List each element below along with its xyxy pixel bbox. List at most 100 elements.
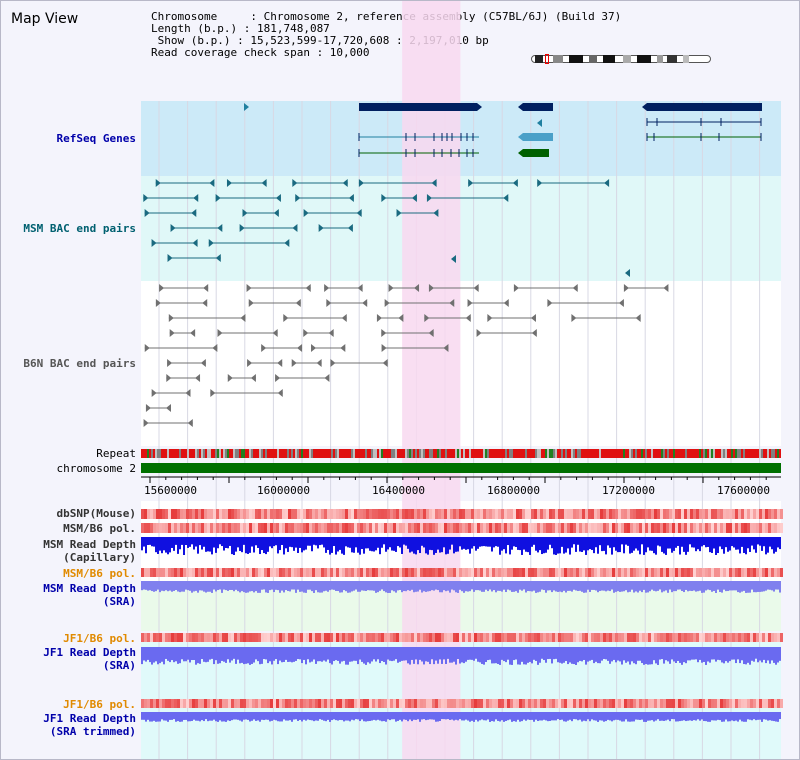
heat-strip-cell: [348, 633, 351, 642]
heat-strip-cell: [540, 633, 543, 642]
heat-strip-cell: [501, 699, 504, 708]
heat-strip-cell: [726, 633, 729, 642]
heat-strip-cell: [759, 568, 762, 577]
repeat-segment: [443, 449, 445, 458]
repeat-segment: [617, 449, 619, 458]
read-depth-bar: [481, 712, 483, 720]
bac-end-marker: [326, 299, 332, 307]
repeat-segment: [273, 449, 275, 458]
read-depth-bar: [161, 647, 163, 662]
read-depth-bar: [755, 647, 757, 659]
heat-strip-cell: [318, 509, 321, 519]
read-depth-bar: [349, 537, 351, 548]
read-depth-bar: [443, 712, 445, 720]
heat-strip-cell: [252, 633, 255, 642]
heat-strip-cell: [729, 633, 732, 642]
heat-strip-cell: [453, 633, 456, 642]
heat-strip-cell: [504, 568, 507, 577]
heat-strip-cell: [222, 633, 225, 642]
repeat-segment: [477, 449, 479, 458]
heat-strip-cell: [384, 523, 387, 533]
heat-strip-cell: [210, 523, 213, 533]
heat-strip-cell: [762, 699, 765, 708]
heat-strip-cell: [411, 509, 414, 519]
read-depth-bar: [647, 647, 649, 665]
bac-end-marker: [324, 284, 330, 292]
bac-end-marker: [316, 359, 322, 367]
read-depth-bar: [385, 712, 387, 722]
heat-strip-cell: [663, 523, 666, 533]
read-depth-bar: [367, 712, 369, 722]
heat-strip-cell: [447, 633, 450, 642]
heat-strip-cell: [762, 509, 765, 519]
repeat-segment: [155, 449, 157, 458]
repeat-segment: [435, 449, 437, 458]
read-depth-bar: [427, 581, 429, 592]
repeat-segment: [483, 449, 485, 458]
heat-strip-cell: [426, 523, 429, 533]
heat-strip-cell: [423, 633, 426, 642]
heat-strip-cell: [150, 523, 153, 533]
heat-strip-cell: [549, 509, 552, 519]
heat-strip-cell: [597, 568, 600, 577]
read-depth-bar: [721, 581, 723, 593]
read-depth-bar: [619, 581, 621, 592]
heat-strip-cell: [609, 699, 612, 708]
heat-strip-cell: [414, 509, 417, 519]
read-depth-bar: [599, 581, 601, 591]
read-depth-bar: [571, 581, 573, 592]
heat-strip-cell: [774, 699, 777, 708]
heat-strip-cell: [462, 568, 465, 577]
read-depth-bar: [295, 647, 297, 661]
bac-end-marker: [277, 359, 283, 367]
gene-arrow: [477, 103, 482, 111]
heat-strip-cell: [195, 523, 198, 533]
read-depth-bar: [537, 647, 539, 665]
heat-strip-cell: [543, 633, 546, 642]
bac-end-marker: [362, 299, 368, 307]
repeat-segment: [521, 449, 523, 458]
heat-strip-cell: [714, 699, 717, 708]
chromosome-ideogram[interactable]: [531, 54, 711, 64]
read-depth-bar: [179, 537, 181, 550]
repeat-segment: [169, 449, 171, 458]
bac-end-marker: [247, 359, 253, 367]
heat-strip-cell: [651, 699, 654, 708]
heat-strip-cell: [315, 523, 318, 533]
read-depth-bar: [737, 581, 739, 593]
repeat-segment: [755, 449, 757, 458]
repeat-segment: [255, 449, 257, 458]
heat-strip-cell: [705, 633, 708, 642]
heat-strip-cell: [402, 523, 405, 533]
bac-end-marker: [348, 194, 354, 202]
heat-strip-cell: [561, 633, 564, 642]
heat-strip-cell: [228, 509, 231, 519]
repeat-segment: [647, 449, 649, 458]
bac-end-marker: [473, 284, 479, 292]
read-depth-bar: [257, 581, 259, 593]
read-depth-bar: [179, 647, 181, 664]
read-depth-bar: [683, 581, 685, 593]
read-depth-bar: [489, 537, 491, 547]
repeat-segment: [595, 449, 597, 458]
heat-strip-cell: [207, 699, 210, 708]
repeat-segment: [493, 449, 495, 458]
repeat-segment: [173, 449, 175, 458]
heat-strip-cell: [519, 509, 522, 519]
read-depth-bar: [459, 537, 461, 547]
heat-strip-cell: [258, 633, 261, 642]
repeat-segment: [473, 449, 475, 458]
heat-strip-cell: [537, 568, 540, 577]
read-depth-bar: [445, 581, 447, 592]
heat-strip-cell: [210, 633, 213, 642]
heat-strip-cell: [465, 509, 468, 519]
heat-strip-cell: [243, 509, 246, 519]
read-depth-bar: [497, 647, 499, 664]
heat-strip-cell: [300, 523, 303, 533]
bac-end-marker: [246, 284, 252, 292]
repeat-segment: [503, 449, 505, 458]
repeat-segment: [353, 449, 355, 458]
heat-strip-cell: [504, 523, 507, 533]
read-depth-bar: [511, 537, 513, 550]
